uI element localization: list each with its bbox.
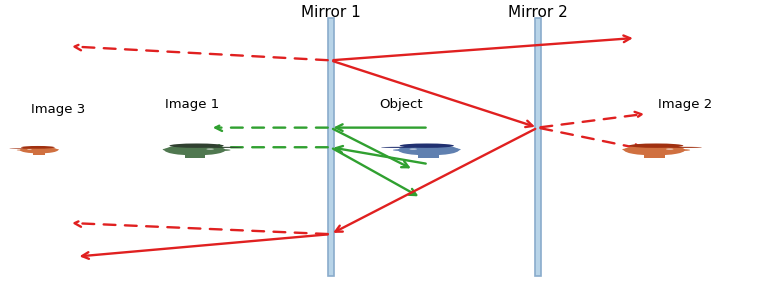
Ellipse shape [622,149,632,151]
Ellipse shape [629,144,683,148]
Text: Image 1: Image 1 [165,98,219,111]
Ellipse shape [21,146,55,149]
Bar [184,155,205,158]
Ellipse shape [17,149,25,151]
Ellipse shape [398,145,459,155]
Ellipse shape [52,149,59,150]
Ellipse shape [381,147,415,148]
Bar [33,153,46,155]
FancyArrowPatch shape [74,44,328,60]
FancyArrowPatch shape [333,149,416,195]
Ellipse shape [217,149,231,151]
Text: Image 2: Image 2 [658,98,713,111]
Ellipse shape [27,149,32,150]
FancyArrowPatch shape [336,124,426,131]
Ellipse shape [9,148,30,149]
FancyArrowPatch shape [333,35,630,60]
FancyBboxPatch shape [534,18,540,276]
Ellipse shape [400,144,454,148]
FancyArrowPatch shape [74,220,328,234]
FancyArrowPatch shape [336,146,426,163]
FancyArrowPatch shape [216,124,328,131]
Ellipse shape [676,149,690,151]
FancyArrowPatch shape [335,129,535,232]
Ellipse shape [20,147,58,153]
Text: Mirror 2: Mirror 2 [508,5,568,20]
Text: Image 3: Image 3 [31,103,86,116]
Text: Mirror 1: Mirror 1 [301,5,361,20]
FancyArrowPatch shape [540,128,641,151]
Text: Object: Object [380,98,423,111]
Ellipse shape [668,147,702,148]
FancyArrowPatch shape [216,144,328,151]
Ellipse shape [209,147,242,148]
Ellipse shape [624,145,685,155]
FancyArrowPatch shape [82,234,328,259]
Bar [644,155,665,158]
Bar [418,155,439,158]
Ellipse shape [169,144,224,148]
FancyArrowPatch shape [333,61,533,127]
FancyArrowPatch shape [540,112,641,127]
Ellipse shape [451,149,461,151]
FancyArrowPatch shape [333,129,408,167]
FancyBboxPatch shape [328,18,333,276]
Ellipse shape [165,145,225,155]
Ellipse shape [162,149,173,151]
Ellipse shape [393,149,406,151]
